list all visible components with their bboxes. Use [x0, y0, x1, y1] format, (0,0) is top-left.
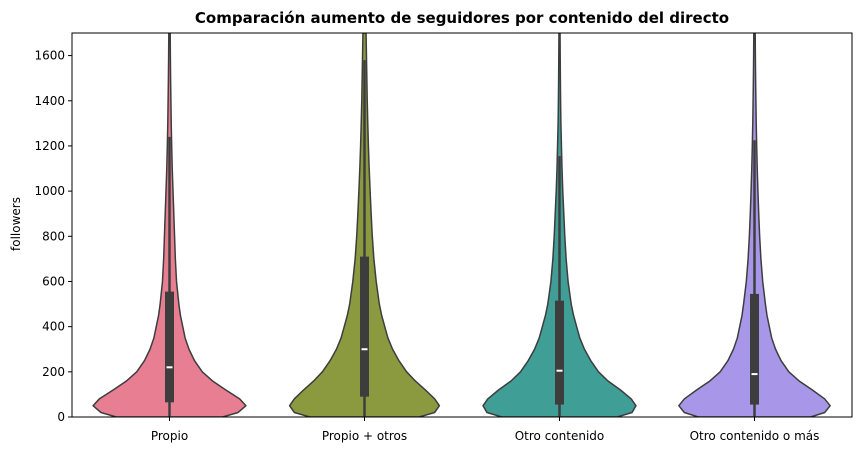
y-tick-label: 1600	[34, 49, 65, 63]
x-axis: Propio Propio + otros Otro contenido Otro c…	[151, 417, 820, 443]
violin-group	[482, 33, 637, 417]
y-tick-label: 1200	[34, 139, 65, 153]
x-tick-label: Otro contenido	[515, 429, 605, 443]
y-tick-label: 1400	[34, 94, 65, 108]
x-tick-label: Propio + otros	[322, 429, 407, 443]
y-tick-label: 200	[42, 365, 65, 379]
y-tick-label: 1000	[34, 184, 65, 198]
violin-group	[288, 33, 441, 417]
plot-area	[92, 33, 831, 417]
chart-title: Comparación aumento de seguidores por co…	[195, 9, 729, 27]
y-tick-label: 0	[57, 410, 65, 424]
violin-group	[678, 33, 831, 417]
x-tick-label: Propio	[151, 429, 188, 443]
y-axis-label: followers	[9, 197, 23, 251]
violin-iqr-box	[360, 256, 369, 397]
y-axis: 0 200 400 600 800 1000 1200 1400 1600	[34, 49, 72, 424]
violin-iqr-box	[555, 300, 564, 405]
violin-iqr-box	[165, 291, 174, 403]
x-tick-label: Otro contenido o más	[690, 429, 820, 443]
y-tick-label: 800	[42, 229, 65, 243]
violin-iqr-box	[750, 293, 759, 405]
y-tick-label: 600	[42, 274, 65, 288]
plot-frame	[71, 32, 853, 418]
y-tick-label: 400	[42, 320, 65, 334]
violin-group	[92, 33, 247, 417]
